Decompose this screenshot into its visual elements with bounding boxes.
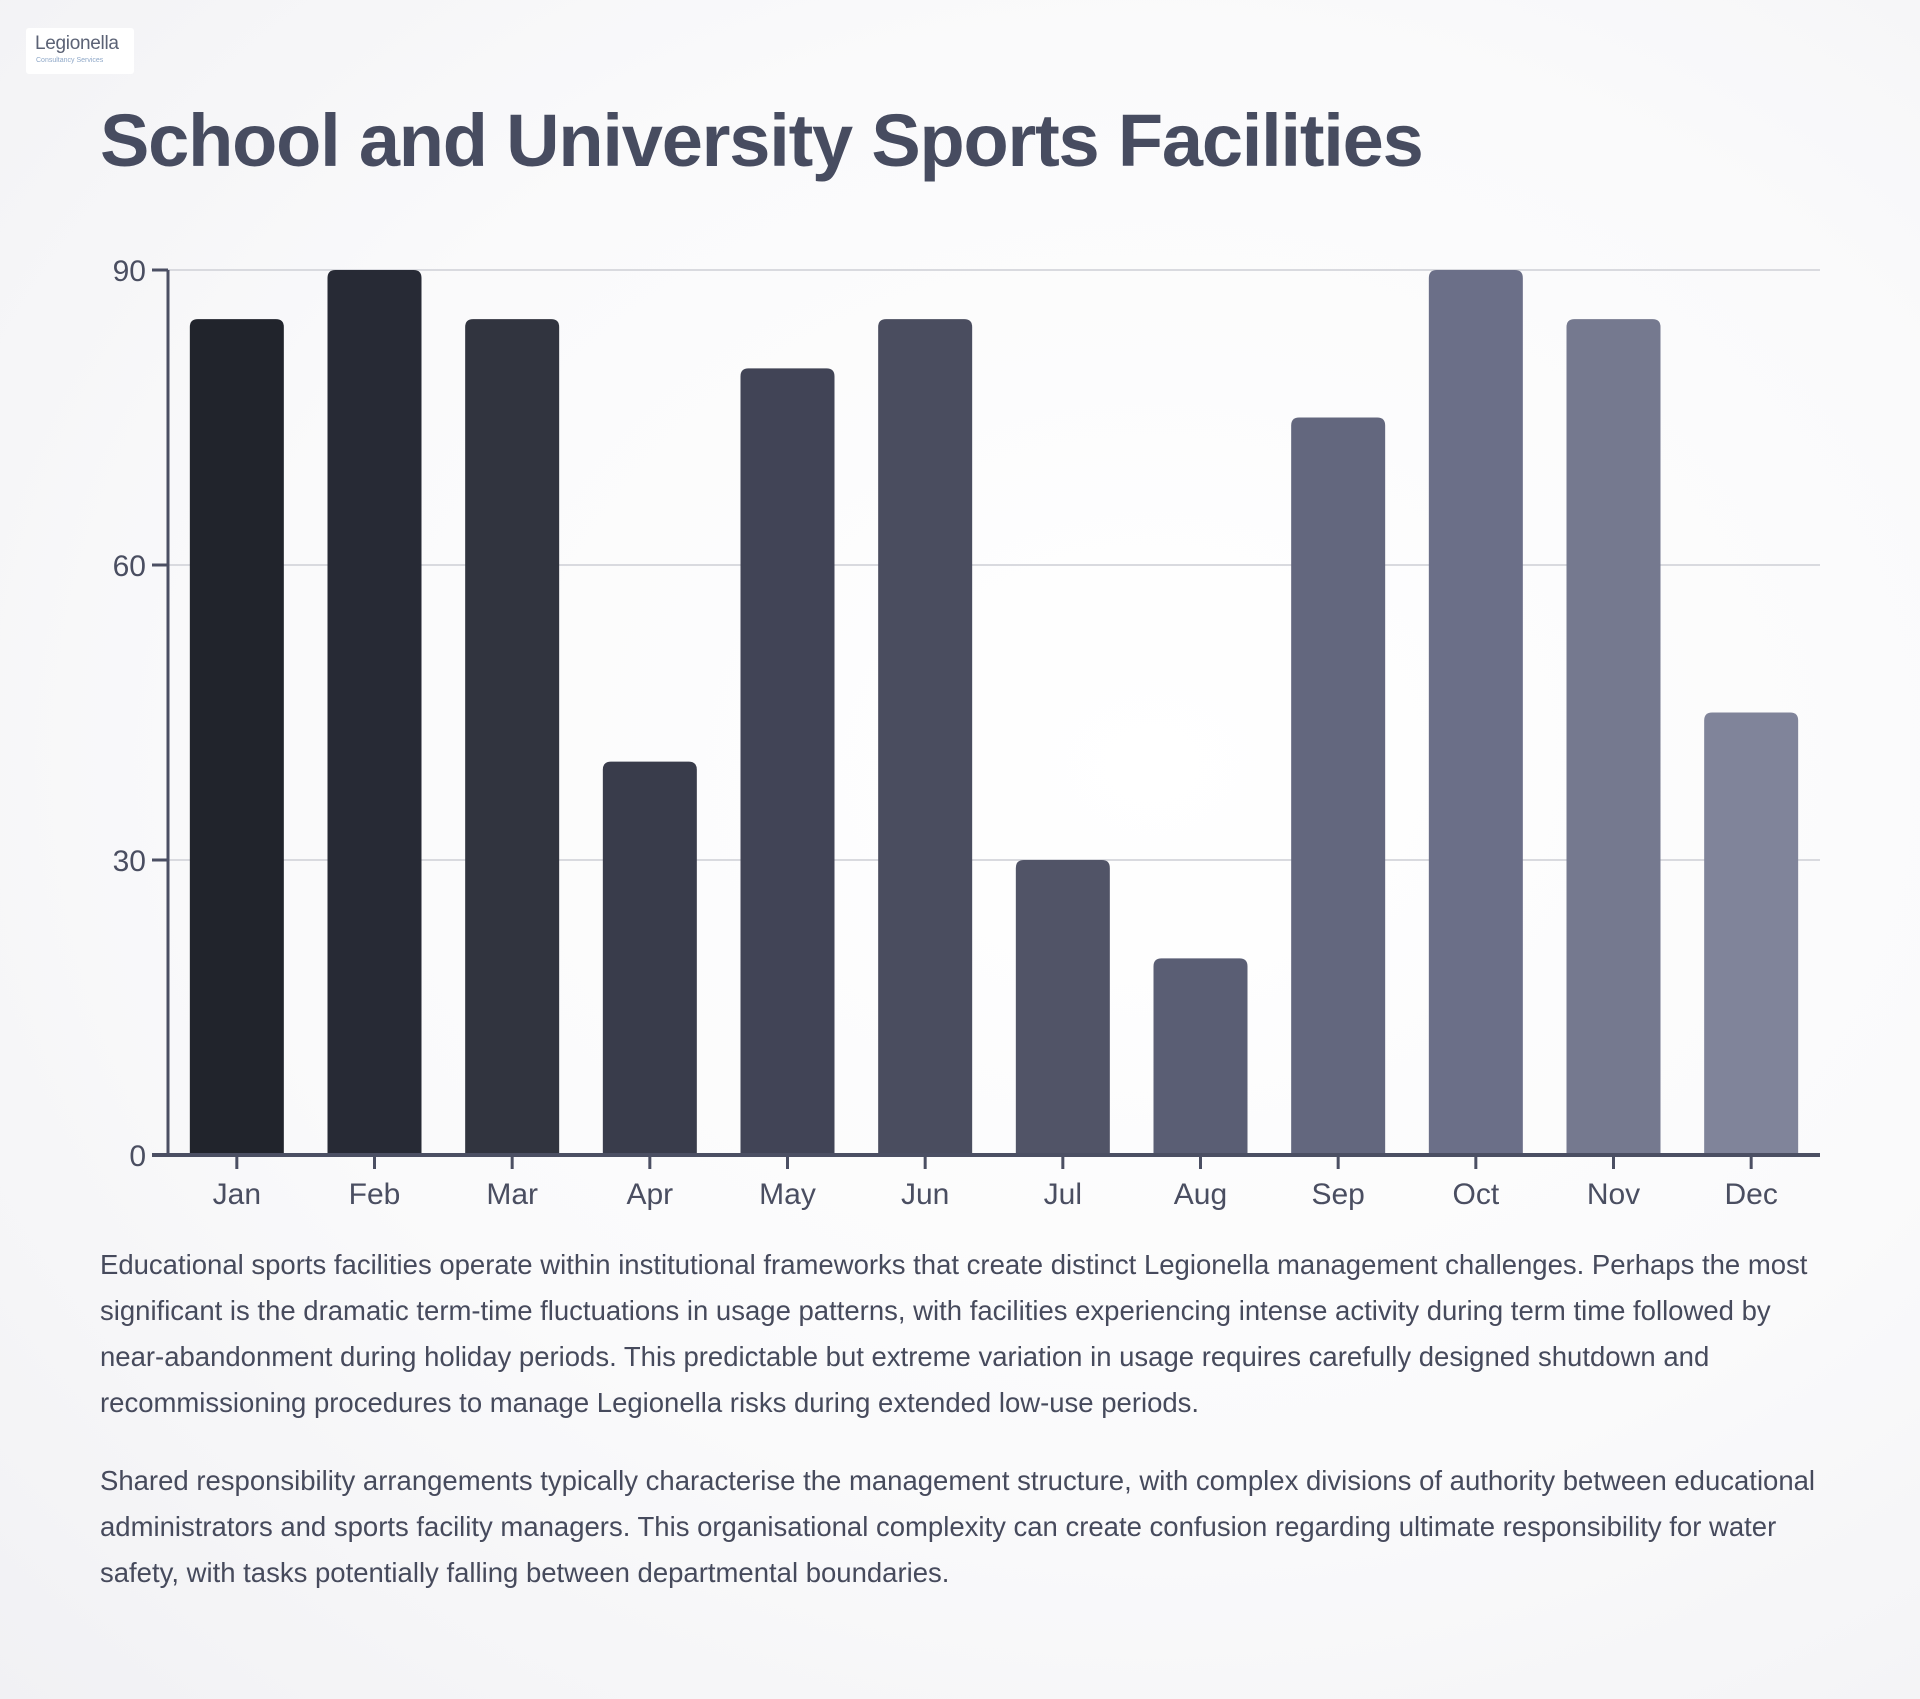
x-tick-label-nov: Nov: [1587, 1178, 1640, 1211]
y-tick-label: 0: [129, 1140, 146, 1173]
bar-chart: 0 30 60 90 Jan Feb Mar Apr May Jun Jul Aug Sep Oct Nov…: [0, 0, 1920, 1240]
x-tick-label-jun: Jun: [901, 1178, 949, 1211]
y-tick-label: 60: [113, 550, 146, 583]
bar-aug: [1154, 958, 1248, 1155]
x-tick-label-oct: Oct: [1452, 1178, 1499, 1211]
bar-may: [741, 368, 835, 1155]
bar-feb: [328, 270, 422, 1155]
x-tick-label-may: May: [759, 1178, 816, 1211]
bar-oct: [1429, 270, 1523, 1155]
body-paragraph-1: Educational sports facilities operate wi…: [100, 1242, 1830, 1426]
bar-jul: [1016, 860, 1110, 1155]
x-tick-label-apr: Apr: [626, 1178, 673, 1211]
body-paragraph-2: Shared responsibility arrangements typic…: [100, 1458, 1830, 1596]
bar-jun: [878, 319, 972, 1155]
y-tick-label: 90: [113, 255, 146, 288]
bar-jan: [190, 319, 284, 1155]
bar-apr: [603, 762, 697, 1155]
x-tick-label-jul: Jul: [1044, 1178, 1082, 1211]
x-tick-label-sep: Sep: [1311, 1178, 1364, 1211]
bar-sep: [1291, 418, 1385, 1156]
x-tick-label-feb: Feb: [349, 1178, 401, 1211]
x-tick-label-aug: Aug: [1174, 1178, 1227, 1211]
x-tick-label-dec: Dec: [1724, 1178, 1777, 1211]
y-tick-label: 30: [113, 845, 146, 878]
bar-nov: [1567, 319, 1661, 1155]
bar-dec: [1704, 713, 1798, 1156]
x-tick-label-mar: Mar: [486, 1178, 538, 1211]
x-tick-label-jan: Jan: [213, 1178, 261, 1211]
bars: [190, 270, 1798, 1155]
bar-mar: [465, 319, 559, 1155]
